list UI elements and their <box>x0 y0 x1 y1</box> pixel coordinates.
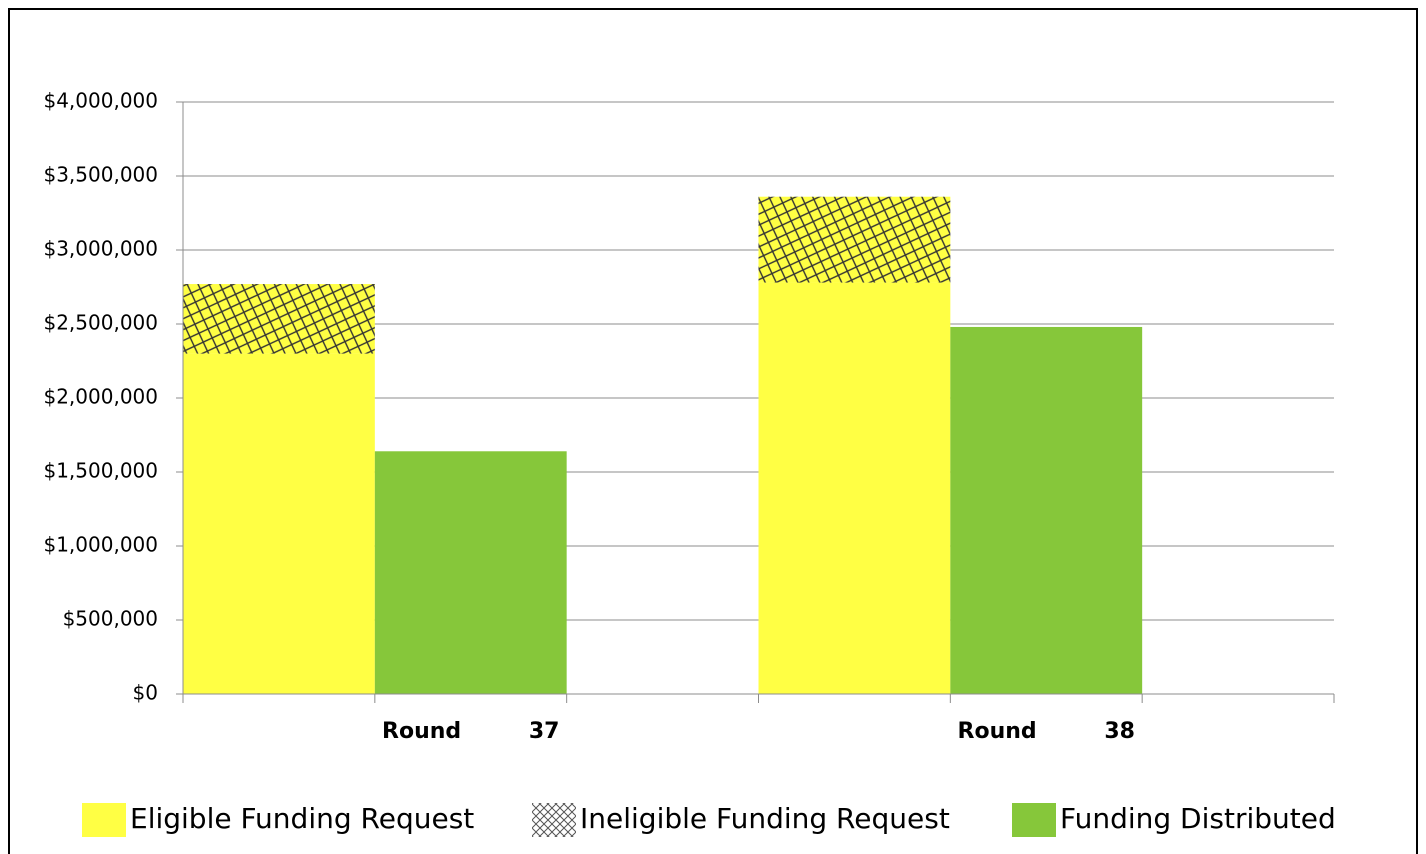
legend-swatch <box>82 803 126 837</box>
y-tick-label: $3,500,000 <box>43 163 158 187</box>
y-tick-label: $0 <box>133 681 158 705</box>
y-tick-label: $1,500,000 <box>43 459 158 483</box>
legend-label: Funding Distributed <box>1060 802 1336 835</box>
x-tick-label: Round 37 <box>382 719 559 744</box>
x-tick-label: Round 38 <box>958 719 1135 744</box>
y-tick-label: $4,000,000 <box>43 89 158 113</box>
bar <box>950 326 1143 694</box>
legend-swatch <box>532 803 576 837</box>
y-tick-label: $3,000,000 <box>43 237 158 261</box>
bar <box>183 284 375 354</box>
legend-swatch <box>1012 803 1056 837</box>
y-tick-label: $2,500,000 <box>43 311 158 335</box>
bar <box>183 353 375 694</box>
y-tick-label: $2,000,000 <box>43 385 158 409</box>
frame <box>8 8 1418 854</box>
bar <box>758 282 951 694</box>
bar <box>374 451 567 694</box>
bar <box>758 196 951 283</box>
y-tick-label: $500,000 <box>63 607 158 631</box>
y-tick-label: $1,000,000 <box>43 533 158 557</box>
legend-label: Ineligible Funding Request <box>580 802 950 835</box>
legend-label: Eligible Funding Request <box>130 802 474 835</box>
